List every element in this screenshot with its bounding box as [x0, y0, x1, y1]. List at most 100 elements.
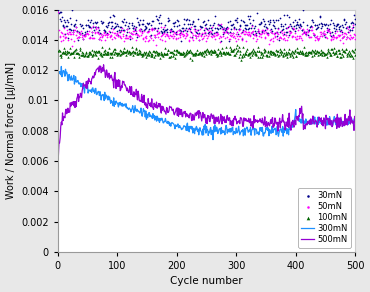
- 30mN: [122, 22, 128, 27]
- 100mN: [166, 50, 172, 55]
- 30mN: [172, 30, 178, 35]
- 100mN: [288, 51, 294, 55]
- 30mN: [103, 23, 109, 28]
- 100mN: [117, 53, 123, 58]
- 30mN: [102, 29, 108, 34]
- 50mN: [351, 32, 357, 36]
- 30mN: [240, 19, 246, 24]
- 100mN: [68, 51, 74, 56]
- 30mN: [145, 29, 151, 33]
- 50mN: [171, 33, 177, 38]
- 100mN: [277, 47, 283, 52]
- 30mN: [146, 21, 152, 25]
- 30mN: [252, 28, 258, 33]
- 100mN: [98, 52, 104, 57]
- 50mN: [245, 32, 251, 37]
- 50mN: [202, 30, 208, 35]
- 50mN: [238, 31, 244, 35]
- 50mN: [235, 30, 241, 35]
- 100mN: [345, 51, 351, 56]
- 30mN: [258, 19, 263, 24]
- 50mN: [66, 30, 72, 34]
- 50mN: [346, 30, 352, 34]
- 30mN: [77, 31, 83, 36]
- 50mN: [108, 33, 114, 37]
- 50mN: [235, 37, 241, 41]
- 50mN: [275, 27, 281, 32]
- 30mN: [162, 22, 168, 27]
- 30mN: [346, 24, 352, 29]
- 30mN: [274, 30, 280, 35]
- 50mN: [331, 35, 337, 40]
- 30mN: [174, 23, 180, 28]
- 30mN: [91, 28, 97, 33]
- 100mN: [195, 51, 201, 56]
- 100mN: [198, 51, 204, 55]
- 30mN: [222, 27, 228, 32]
- 50mN: [210, 33, 216, 38]
- 30mN: [82, 32, 88, 36]
- 30mN: [61, 18, 67, 23]
- 100mN: [307, 50, 313, 55]
- 30mN: [124, 27, 130, 32]
- 100mN: [116, 51, 122, 55]
- 100mN: [104, 52, 110, 57]
- 30mN: [241, 20, 247, 25]
- 50mN: [314, 36, 320, 41]
- 50mN: [60, 37, 65, 42]
- 100mN: [222, 45, 228, 49]
- 100mN: [280, 54, 286, 59]
- 50mN: [339, 36, 345, 40]
- 100mN: [194, 48, 200, 52]
- 100mN: [95, 55, 101, 60]
- 100mN: [269, 49, 275, 54]
- 30mN: [83, 23, 89, 27]
- 100mN: [213, 52, 219, 57]
- 50mN: [161, 25, 167, 29]
- 100mN: [172, 52, 178, 56]
- 50mN: [199, 37, 205, 42]
- 30mN: [212, 14, 218, 19]
- 30mN: [74, 28, 80, 33]
- 50mN: [115, 33, 121, 38]
- 50mN: [290, 26, 296, 30]
- 50mN: [285, 34, 291, 39]
- 50mN: [99, 34, 105, 39]
- 30mN: [295, 23, 301, 27]
- 100mN: [57, 48, 63, 53]
- 30mN: [154, 29, 159, 33]
- 100mN: [147, 49, 152, 54]
- 50mN: [219, 27, 225, 31]
- 30mN: [323, 22, 329, 27]
- 100mN: [125, 49, 131, 54]
- 100mN: [285, 52, 290, 57]
- 30mN: [332, 28, 338, 33]
- 100mN: [108, 51, 114, 56]
- 50mN: [145, 30, 151, 35]
- 30mN: [197, 23, 203, 28]
- 100mN: [258, 51, 264, 56]
- 50mN: [124, 36, 130, 41]
- 30mN: [285, 24, 291, 29]
- 30mN: [142, 27, 148, 31]
- 50mN: [319, 34, 325, 39]
- 300mN: [301, 118, 305, 121]
- 100mN: [240, 51, 246, 56]
- 100mN: [260, 49, 266, 54]
- 30mN: [104, 31, 110, 35]
- 50mN: [346, 36, 352, 41]
- 30mN: [138, 26, 144, 31]
- 50mN: [249, 24, 255, 29]
- 100mN: [280, 53, 286, 58]
- 30mN: [287, 22, 293, 26]
- 50mN: [78, 29, 84, 34]
- 100mN: [321, 51, 327, 56]
- 50mN: [160, 32, 166, 37]
- 100mN: [238, 52, 243, 57]
- 300mN: [59, 65, 64, 68]
- 100mN: [226, 51, 232, 56]
- 30mN: [86, 23, 92, 28]
- 50mN: [56, 27, 62, 32]
- 100mN: [139, 51, 145, 56]
- 100mN: [150, 49, 156, 53]
